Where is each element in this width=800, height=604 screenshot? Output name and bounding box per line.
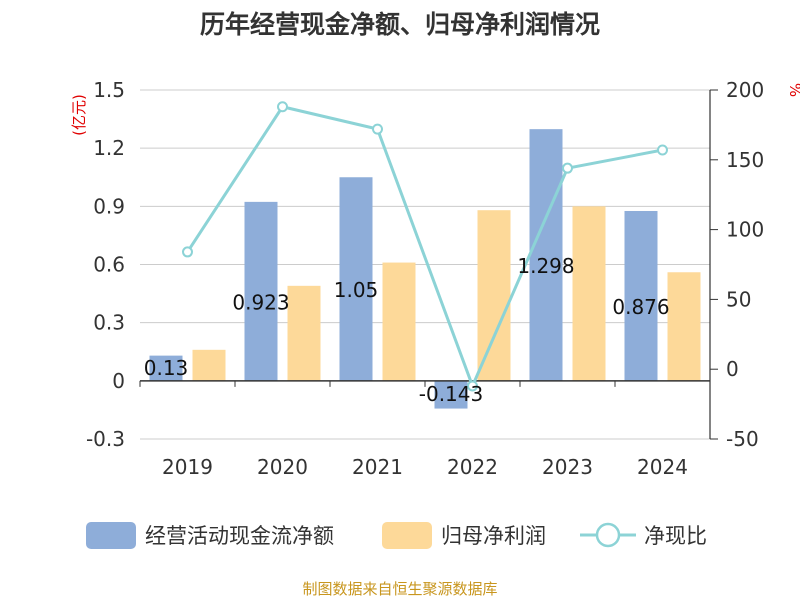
legend-label-cashflow: 经营活动现金流净额 [145, 524, 334, 548]
axis-layer: 1.5 1.2 0.9 0.6 0.3 0 -0.3 200 150 100 50 0 -50 (亿元)%… [70, 78, 800, 479]
line-point-netcash-ratio [372, 123, 383, 135]
label-layer: 0.13 0.923 1.05 -0.143 1.298 0.876 [144, 254, 670, 406]
y-right-tick-label: 0 [726, 357, 739, 381]
y-left-tick-label: 0.3 [93, 311, 125, 335]
x-tick-label: 2019 [162, 455, 213, 479]
y-right-tick-label: 200 [726, 78, 764, 102]
x-tick-label: 2024 [637, 455, 688, 479]
x-tick-label: 2023 [542, 455, 593, 479]
y-left-unit: (亿元) [70, 94, 88, 136]
bar-cashflow [244, 201, 278, 381]
line-point-netcash-ratio [657, 144, 668, 156]
bar-cashflow [434, 380, 468, 409]
y-right-tick-label: 150 [726, 148, 764, 172]
line-point-netcash-ratio [467, 380, 478, 392]
data-label-cashflow: 1.05 [334, 278, 379, 302]
bar-netprofit [572, 206, 606, 381]
bar-netprofit [382, 262, 416, 381]
legend-label-netprofit: 归母净利润 [441, 524, 546, 548]
y-right-tick-label: 50 [726, 287, 751, 311]
bar-netprofit [477, 210, 511, 381]
line-point-netcash-ratio [182, 246, 193, 258]
legend-swatch-cashflow [86, 522, 136, 549]
line-point-netcash-ratio [562, 162, 573, 174]
data-label-cashflow: -0.143 [419, 382, 483, 406]
bar-cashflow [339, 177, 373, 381]
line-layer [182, 101, 668, 392]
line-netcash-ratio [186, 105, 663, 390]
bar-cashflow [529, 129, 563, 381]
bar-cashflow [624, 210, 658, 381]
data-label-cashflow: 0.13 [144, 356, 189, 380]
y-right-unit: % [786, 83, 800, 97]
bar-netprofit [287, 285, 321, 381]
y-right-tick-label: -50 [726, 427, 759, 451]
line-point-netcash-ratio [277, 101, 288, 113]
bar-netprofit [667, 272, 701, 381]
bar-netprofit [192, 349, 226, 381]
legend-label-netcash-ratio: 净现比 [644, 524, 707, 548]
legend-swatch-netprofit [382, 522, 432, 549]
y-left-tick-label: 0.6 [93, 253, 125, 277]
y-left-tick-label: 0.9 [93, 194, 125, 218]
y-right-tick-label: 100 [726, 218, 764, 242]
data-label-cashflow: 0.923 [232, 290, 289, 314]
x-tick-label: 2022 [447, 455, 498, 479]
y-left-tick-label: -0.3 [86, 427, 125, 451]
source-note: 制图数据来自恒生聚源数据库 [302, 580, 497, 598]
y-left-tick-label: 1.2 [93, 136, 125, 160]
data-label-cashflow: 1.298 [517, 254, 574, 278]
y-left-tick-label: 0 [112, 369, 125, 393]
data-label-cashflow: 0.876 [612, 295, 669, 319]
bars-layer [149, 129, 701, 409]
x-tick-label: 2020 [257, 455, 308, 479]
bar-cashflow [149, 355, 183, 381]
grid-layer [140, 89, 710, 440]
legend-marker-netcash-ratio [595, 522, 621, 548]
chart-title: 历年经营现金净额、归母净利润情况 [200, 10, 600, 39]
x-tick-label: 2021 [352, 455, 403, 479]
y-left-tick-label: 1.5 [93, 78, 125, 102]
legend: 经营活动现金流净额 归母净利润 净现比 [86, 522, 707, 549]
